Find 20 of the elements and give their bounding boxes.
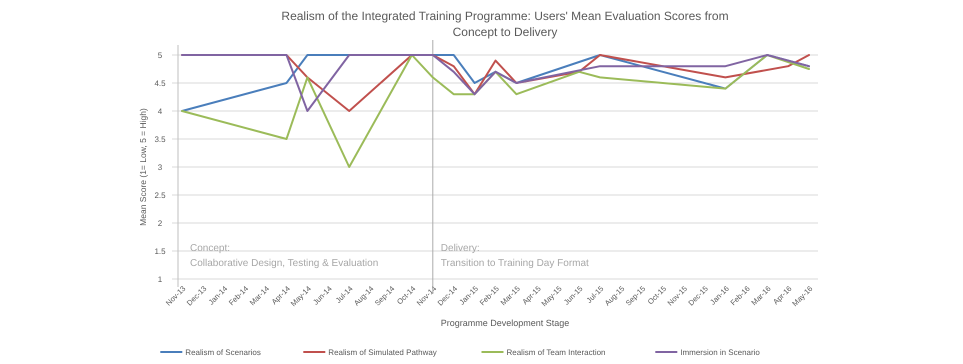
legend-label: Realism of Team Interaction <box>506 348 606 357</box>
y-tick-label: 4.5 <box>154 79 166 88</box>
y-axis-title: Mean Score (1= Low, 5 = High) <box>138 108 148 226</box>
legend-label: Realism of Simulated Pathway <box>328 348 437 357</box>
y-tick-label: 2.5 <box>154 191 166 200</box>
y-tick-label: 4 <box>158 107 163 116</box>
y-tick-label: 3 <box>158 163 163 172</box>
y-tick-label: 1 <box>158 275 163 284</box>
annotation: Delivery: Transition to Training Day Format <box>440 243 590 269</box>
y-tick-label: 1.5 <box>154 247 166 256</box>
line-series <box>181 54 810 112</box>
legend-label: Realism of Scenarios <box>185 348 261 357</box>
y-tick-label: 5 <box>158 51 163 60</box>
x-axis-title: Programme Development Stage <box>440 318 570 328</box>
y-tick-label: 2 <box>158 219 163 228</box>
chart-title: Realism of the Integrated Training Programme: Users' Mean Evaluation Scores from Concept to Delivery <box>281 9 729 39</box>
y-tick-label: 3.5 <box>154 135 166 144</box>
legend-label: Immersion in Scenario <box>680 348 760 357</box>
line-series <box>181 54 810 168</box>
annotation: Concept: Collaborative Design, Testing & Evaluation <box>190 243 378 269</box>
